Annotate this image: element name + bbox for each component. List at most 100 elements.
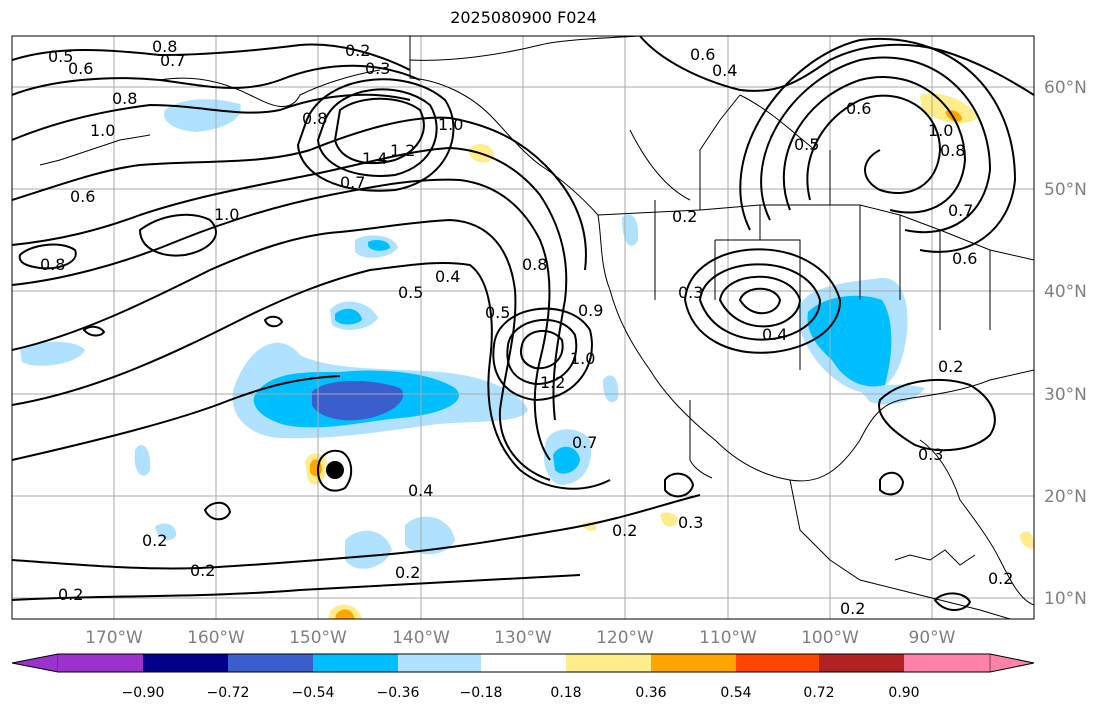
- contour-label: 0.2: [840, 599, 865, 618]
- orange-patch-south: [335, 609, 355, 619]
- contour-label: 0.5: [398, 283, 423, 302]
- blue-patch-west: [20, 341, 85, 366]
- contour-label-group: 0.5 0.6 0.8 0.7 0.2 0.3 0.6 0.4 0.8 1.0 …: [40, 37, 1013, 618]
- contour-label: 0.4: [408, 481, 433, 500]
- contour-label: 0.4: [435, 267, 460, 286]
- colorbar-swatch: [904, 654, 990, 672]
- blue-patch-small-4: [335, 308, 362, 325]
- contour-label: 1.0: [928, 121, 953, 140]
- lat-label-30n: 30°N: [1044, 385, 1087, 405]
- contour-label: 0.8: [40, 255, 65, 274]
- blue-patch-coast: [622, 214, 639, 246]
- contour-label: 0.2: [345, 41, 370, 60]
- colorbar-swatch: [313, 654, 398, 672]
- lat-label-20n: 20°N: [1044, 487, 1087, 507]
- lon-label-170w: 170°W: [85, 628, 143, 648]
- contour-label: 1.2: [540, 373, 565, 392]
- storm-ring-contour: [316, 450, 353, 492]
- contour-label: 0.6: [70, 187, 95, 206]
- colorbar-tick-label: −0.36: [377, 685, 420, 701]
- colorbar-swatch: [566, 654, 651, 672]
- lon-label-140w: 140°W: [392, 628, 450, 648]
- contour-label: 0.2: [395, 563, 420, 582]
- blue-patch-small-2: [368, 240, 390, 251]
- colorbar-tick-label: −0.18: [460, 685, 503, 701]
- lat-label-10n: 10°N: [1044, 589, 1087, 609]
- contour-label: 0.7: [948, 201, 973, 220]
- colorbar-tick-label: −0.54: [292, 685, 335, 701]
- lon-label-100w: 100°W: [801, 628, 859, 648]
- contour-label: 0.8: [112, 89, 137, 108]
- contour-label: 1.0: [214, 205, 239, 224]
- contour-label: 0.8: [152, 37, 177, 56]
- colorbar-swatch: [143, 654, 228, 672]
- contour-label: 0.3: [365, 59, 390, 78]
- contour-label: 0.8: [940, 141, 965, 160]
- lon-label-160w: 160°W: [187, 628, 245, 648]
- royal-blue-patch-central: [312, 380, 404, 421]
- contour-label: 0.6: [846, 99, 871, 118]
- graticule: [12, 36, 1034, 619]
- blue-patch-mexico: [602, 375, 619, 403]
- deep-sky-patch-plains: [807, 295, 892, 387]
- contour-label: 0.6: [68, 59, 93, 78]
- lon-label-130w: 130°W: [494, 628, 552, 648]
- latitude-labels: 60°N 50°N 40°N 30°N 20°N 10°N: [1044, 78, 1087, 609]
- contour-label: 0.9: [578, 301, 603, 320]
- contour-label: 1.0: [90, 121, 115, 140]
- longitude-labels: 170°W 160°W 150°W 140°W 130°W 120°W 110°…: [85, 628, 956, 648]
- contour-label: 1.0: [570, 349, 595, 368]
- storm-center-marker: [326, 461, 344, 479]
- lon-label-110w: 110°W: [699, 628, 757, 648]
- contour-label: 0.2: [190, 561, 215, 580]
- contour-label: 0.7: [572, 433, 597, 452]
- map-frame: [11, 35, 1035, 620]
- colorbar-swatch: [228, 654, 313, 672]
- colorbar-tick-label: 0.90: [888, 685, 919, 701]
- contour-label: 0.2: [988, 569, 1013, 588]
- blue-patch-south-3: [155, 523, 177, 541]
- colorbar-extend-max: [989, 653, 1035, 673]
- contour-lines: [12, 36, 1034, 611]
- colorbar: −0.90 −0.72 −0.54 −0.36 −0.18 0.18 0.36 …: [11, 653, 1035, 701]
- colorbar-tick-label: −0.72: [207, 685, 250, 701]
- colorbar-tick-label: 0.72: [803, 685, 834, 701]
- colorbar-outline: [11, 653, 1035, 673]
- contour-label: 1.2: [390, 141, 415, 160]
- coastlines: [39, 36, 1034, 619]
- colorbar-tick-label: 0.18: [550, 685, 581, 701]
- contour-label: 0.2: [58, 585, 83, 604]
- colorbar-swatch: [481, 654, 566, 672]
- contour-label: 0.6: [952, 249, 977, 268]
- contour-label: 0.4: [712, 61, 737, 80]
- lat-label-40n: 40°N: [1044, 282, 1087, 302]
- map-title: 2025080900 F024: [450, 8, 597, 27]
- contour-label: 0.8: [302, 109, 327, 128]
- lat-label-60n: 60°N: [1044, 78, 1087, 98]
- shaded-anomaly-fields: [20, 93, 1034, 619]
- colorbar-swatch: [58, 654, 143, 672]
- contour-label: 0.5: [794, 135, 819, 154]
- lon-label-150w: 150°W: [289, 628, 347, 648]
- blue-patch-cyclone: [134, 445, 151, 476]
- contour-label: 0.5: [485, 303, 510, 322]
- contour-label: 0.2: [612, 521, 637, 540]
- contour-label: 0.8: [522, 255, 547, 274]
- colorbar-swatch: [736, 654, 819, 672]
- colorbar-swatch: [398, 654, 481, 672]
- contour-label: 0.3: [678, 283, 703, 302]
- contour-label: 1.0: [438, 115, 463, 134]
- contour-label: 1.4: [362, 149, 387, 168]
- colorbar-extend-min: [11, 653, 59, 673]
- contour-label: 0.2: [672, 207, 697, 226]
- contour-label: 0.3: [918, 445, 943, 464]
- yellow-patch-small-b: [1020, 531, 1034, 549]
- lon-label-120w: 120°W: [596, 628, 654, 648]
- contour-label: 0.3: [678, 513, 703, 532]
- colorbar-tick-label: −0.90: [122, 685, 165, 701]
- colorbar-tick-label: 0.54: [720, 685, 751, 701]
- blue-patch-south-1: [345, 530, 392, 569]
- deep-sky-patch-southeast: [553, 446, 580, 474]
- contour-label: 0.7: [340, 173, 365, 192]
